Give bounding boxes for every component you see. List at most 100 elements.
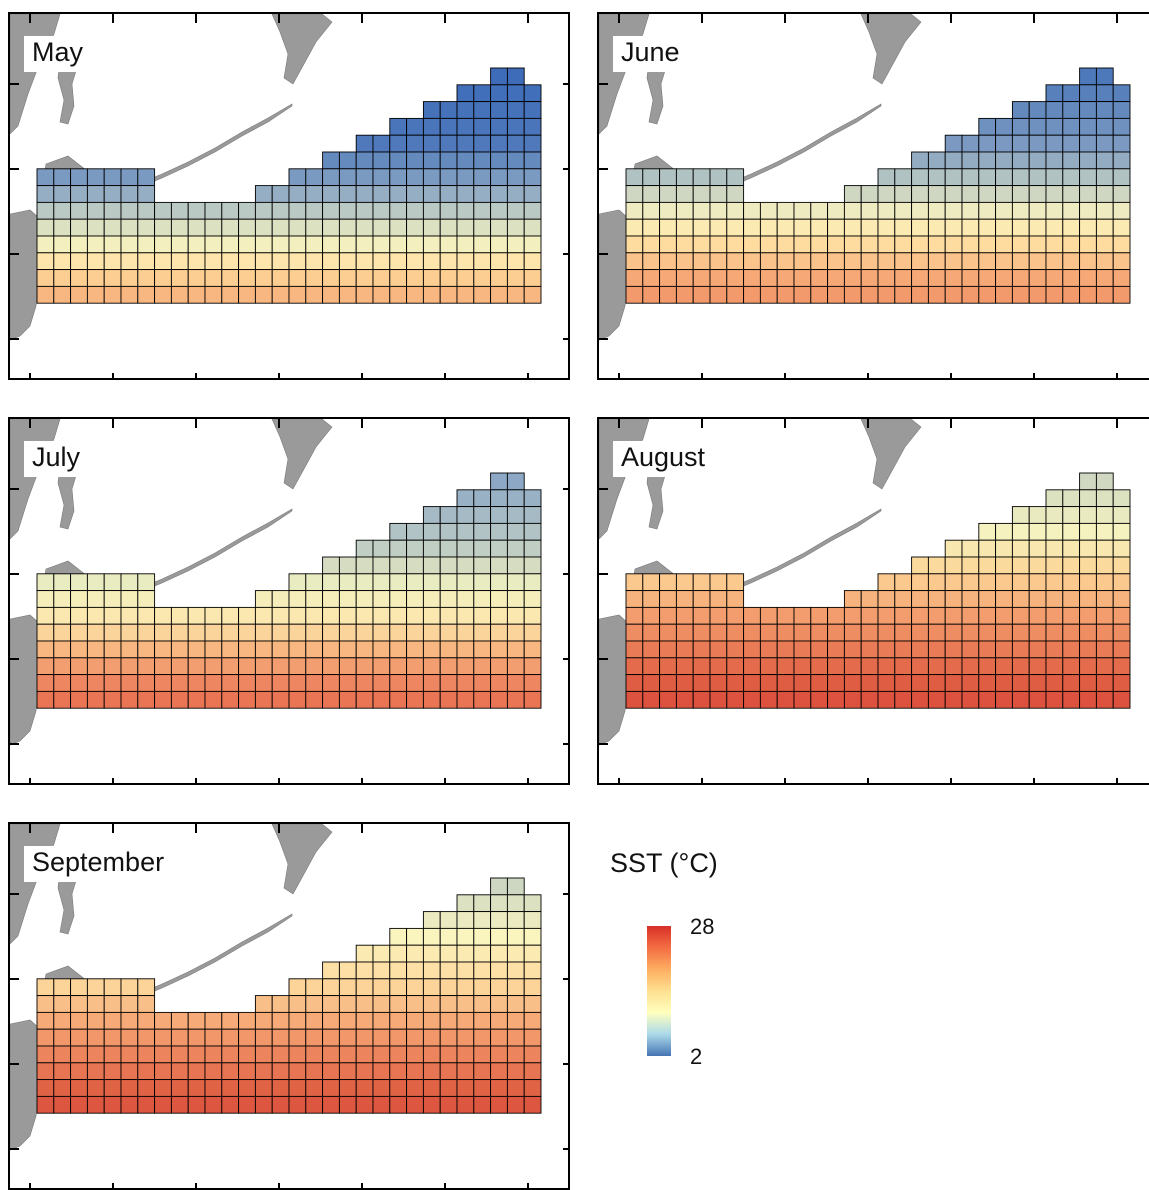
grid-cell [322, 573, 340, 592]
grid-cell [776, 201, 795, 220]
grid-cell [70, 657, 88, 676]
grid-cell [1045, 185, 1064, 203]
grid-cell [406, 640, 424, 659]
grid-cell [154, 623, 172, 642]
grid-cell [978, 168, 997, 187]
grid-cell [422, 117, 441, 136]
grid-cell [1062, 657, 1081, 676]
grid-cell [1011, 218, 1030, 237]
grid-cell [1045, 285, 1064, 304]
grid-cell [389, 185, 408, 203]
grid-cell [406, 944, 424, 963]
grid-cell [961, 690, 980, 709]
grid-cell [523, 117, 542, 136]
grid-cell [1112, 657, 1131, 676]
grid-cell [1045, 539, 1064, 558]
grid-cell [523, 134, 542, 153]
grid-cell [709, 690, 728, 709]
grid-cell [120, 1079, 139, 1097]
grid-cell [36, 690, 55, 709]
grid-cell [810, 674, 829, 692]
grid-cell [877, 235, 896, 254]
grid-cell [827, 606, 845, 625]
grid-cell [456, 1079, 475, 1097]
grid-cell [995, 235, 1013, 254]
grid-cell [927, 185, 946, 203]
grid-cell [439, 961, 458, 980]
grid-cell [1079, 218, 1097, 237]
grid-cell [271, 269, 290, 287]
grid-cell [776, 235, 795, 254]
grid-cell [372, 201, 391, 220]
grid-cell [439, 1011, 458, 1030]
grid-cell [911, 674, 929, 692]
grid-cell [456, 1028, 475, 1047]
grid-cell [506, 134, 525, 153]
grid-cell [53, 269, 72, 287]
grid-cell [506, 995, 525, 1013]
grid-cell [506, 1095, 525, 1114]
grid-cell [978, 134, 997, 153]
grid-cell [506, 894, 525, 913]
grid-cell [911, 690, 929, 709]
grid-cell [271, 623, 290, 642]
grid-cell [726, 590, 745, 608]
grid-cell [692, 252, 711, 271]
grid-cell [86, 690, 105, 709]
grid-cell [355, 674, 374, 692]
grid-cell [642, 623, 661, 642]
grid-cell [1045, 489, 1064, 508]
grid-cell [523, 489, 542, 508]
grid-cell [1062, 201, 1081, 220]
grid-cell [506, 101, 525, 119]
grid-cell [70, 606, 88, 625]
grid-cell [776, 269, 795, 287]
grid-cell [221, 1079, 240, 1097]
grid-cell [355, 1079, 374, 1097]
grid-cell [1062, 640, 1081, 659]
grid-cell [1079, 168, 1097, 187]
grid-cell [406, 285, 424, 304]
grid-cell [86, 978, 105, 997]
grid-cell [1112, 218, 1131, 237]
grid-cell [372, 235, 391, 254]
grid-cell [170, 640, 189, 659]
grid-cell [944, 573, 963, 592]
grid-cell [1011, 151, 1030, 170]
grid-cell [523, 1095, 542, 1114]
grid-cell [36, 1011, 55, 1030]
grid-cell [877, 185, 896, 203]
grid-cell [843, 606, 862, 625]
grid-cell [523, 151, 542, 170]
grid-cell [86, 590, 105, 608]
grid-cell [1079, 269, 1097, 287]
grid-cell [473, 674, 492, 692]
grid-cell [322, 201, 340, 220]
grid-cell [1112, 674, 1131, 692]
grid-cell [305, 285, 324, 304]
grid-cell [1062, 252, 1081, 271]
grid-cell [978, 606, 997, 625]
grid-cell [1011, 539, 1030, 558]
grid-cell [743, 285, 761, 304]
grid-cell [70, 1028, 88, 1047]
grid-cell [523, 1028, 542, 1047]
grid-cell [490, 151, 508, 170]
grid-cell [254, 235, 273, 254]
grid-cell [506, 67, 525, 86]
grid-cell [490, 506, 508, 524]
grid-cell [70, 218, 88, 237]
grid-cell [523, 1011, 542, 1030]
grid-cell [523, 269, 542, 287]
grid-cell [894, 606, 913, 625]
grid-cell [743, 690, 761, 709]
grid-cell [692, 640, 711, 659]
grid-cell [422, 961, 441, 980]
grid-cell [53, 235, 72, 254]
grid-cell [709, 590, 728, 608]
grid-cell [103, 978, 122, 997]
grid-cell [961, 235, 980, 254]
grid-cell [1045, 623, 1064, 642]
grid-cell [187, 218, 206, 237]
grid-cell [743, 218, 761, 237]
